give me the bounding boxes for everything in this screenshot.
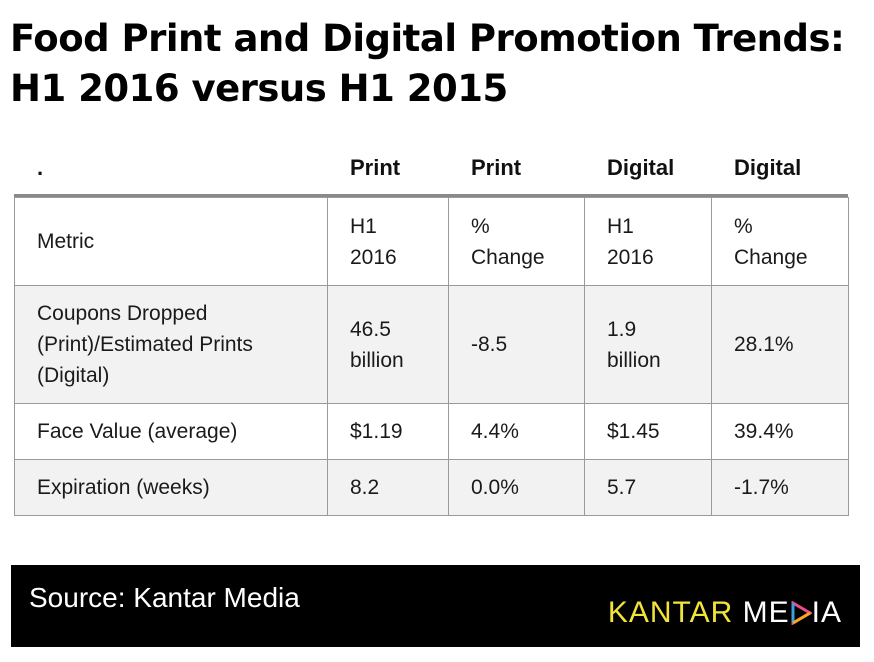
table-cell: 28.1% xyxy=(711,285,849,404)
header-divider xyxy=(14,194,848,197)
metric-header-row: Metric H1 2016% Change H1 2016% Change xyxy=(14,197,849,286)
table-cell: 46.5 billion xyxy=(327,285,449,404)
table-cell: % Change xyxy=(448,197,585,286)
column-header-blank: . xyxy=(37,155,44,180)
expiration-row: Expiration (weeks) 8.2 0.0% 5.7 -1.7% xyxy=(14,459,849,516)
kantar-media-logo: KANTAR ME IA xyxy=(608,596,842,630)
column-header-print-1: Print xyxy=(350,155,401,180)
logo-media-part1: ME xyxy=(742,596,790,629)
table-cell: Metric xyxy=(14,197,328,286)
table-cell: Expiration (weeks) xyxy=(14,459,328,516)
column-header-print-2: Print xyxy=(471,155,522,180)
table-cell: Face Value (average) xyxy=(14,403,328,460)
logo-media-text: ME IA xyxy=(743,596,842,629)
footer-bar: Source: Kantar Media KANTAR ME IA xyxy=(11,565,860,647)
table-cell: 1.9 billion xyxy=(584,285,712,404)
table-cell: 0.0% xyxy=(448,459,585,516)
column-header-digital-1: Digital xyxy=(607,155,675,180)
table-cell: 8.2 xyxy=(327,459,449,516)
page-title: Food Print and Digital Promotion Trends:… xyxy=(10,14,845,114)
table-cell: 5.7 xyxy=(584,459,712,516)
logo-kantar-text: KANTAR xyxy=(607,596,734,629)
table-cell: $1.19 xyxy=(327,403,449,460)
table-cell: $1.45 xyxy=(584,403,712,460)
title-line-1: Food Print and Digital Promotion Trends: xyxy=(10,17,845,60)
table-cell: % Change xyxy=(711,197,849,286)
table-cell: -8.5 xyxy=(448,285,585,404)
logo-media-part2: IA xyxy=(811,596,842,629)
table-cell: 39.4% xyxy=(711,403,849,460)
column-header-digital-2: Digital xyxy=(734,155,802,180)
table-cell: 4.4% xyxy=(448,403,585,460)
source-credit: Source: Kantar Media xyxy=(29,582,300,613)
table-cell: H1 2016 xyxy=(327,197,449,286)
metrics-table: Metric H1 2016% Change H1 2016% Change Coupons … xyxy=(14,197,849,516)
table-cell: H1 2016 xyxy=(584,197,712,286)
title-line-2: H1 2016 versus H1 2015 xyxy=(10,67,508,110)
logo-triangle-icon xyxy=(791,600,813,626)
table-cell: -1.7% xyxy=(711,459,849,516)
table-cell: Coupons Dropped (Print)/Estimated Prints(… xyxy=(14,285,328,404)
face-value-row: Face Value (average) $1.19 4.4% $1.45 39.4% xyxy=(14,403,849,460)
coupons-row: Coupons Dropped (Print)/Estimated Prints(… xyxy=(14,285,849,404)
